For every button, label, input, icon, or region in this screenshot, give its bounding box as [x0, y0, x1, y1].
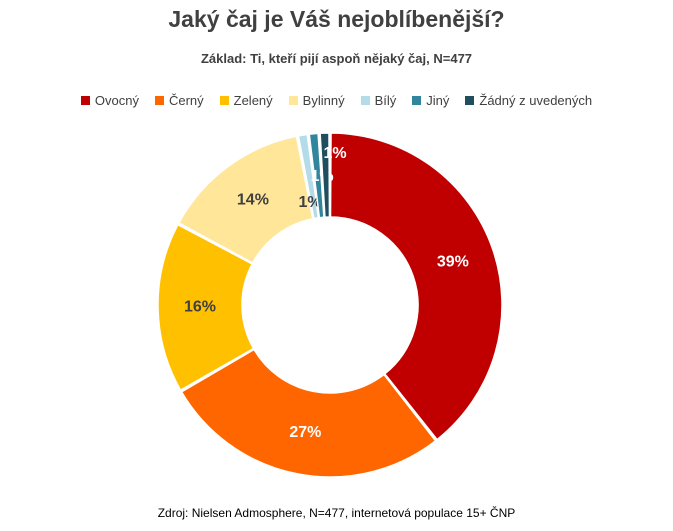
donut-slice-4: [177, 135, 314, 264]
legend-swatch: [219, 96, 229, 105]
legend-swatch: [360, 96, 370, 105]
data-label: 27%: [289, 424, 321, 441]
legend-item: Jiný: [412, 93, 449, 108]
legend-item: Černý: [154, 93, 204, 108]
legend-swatch: [288, 96, 298, 105]
donut-slice-5: [297, 133, 320, 220]
legend-label: Ovocný: [94, 93, 139, 108]
source-note: Zdroj: Nielsen Admosphere, N=477, intern…: [157, 506, 516, 520]
legend-item: Bylinný: [288, 93, 345, 108]
legend-label: Černý: [168, 93, 204, 108]
legend-label: Zelený: [233, 93, 273, 108]
donut-slice-2: [180, 348, 437, 478]
donut-chart: 39%27%16%14%1%1%1%: [157, 132, 503, 478]
data-label: 14%: [237, 192, 269, 209]
legend-swatch: [465, 96, 475, 105]
legend-label: Bylinný: [302, 93, 345, 108]
chart-legend: Ovocný Černý Zelený Bylinný Bílý Jiný Žádný z …: [0, 93, 673, 108]
legend-item: Bílý: [360, 93, 397, 108]
donut-slice-6: [308, 132, 325, 219]
legend-label: Bílý: [374, 93, 397, 108]
legend-item: Zelený: [219, 93, 273, 108]
donut-slice-3: [157, 223, 255, 392]
chart-title: Jaký čaj je Váš nejoblíbenější?: [168, 6, 505, 32]
data-label: 1%: [298, 194, 321, 211]
legend-swatch: [80, 96, 90, 105]
data-label: 39%: [437, 254, 469, 271]
legend-label: Žádný z uvedených: [479, 93, 593, 108]
chart-subtitle: Základ: Ti, kteří pijí aspoň nějaký čaj,…: [200, 51, 473, 66]
legend-label: Jiný: [426, 93, 450, 108]
legend-swatch: [412, 96, 422, 105]
donut-slice-1: [329, 132, 503, 441]
donut-slice-7: [319, 132, 331, 218]
legend-item: Ovocný: [80, 93, 139, 108]
legend-item: Žádný z uvedených: [465, 93, 592, 108]
legend-swatch: [154, 96, 164, 105]
data-label: 16%: [184, 298, 216, 315]
data-label: 1%: [323, 145, 346, 162]
